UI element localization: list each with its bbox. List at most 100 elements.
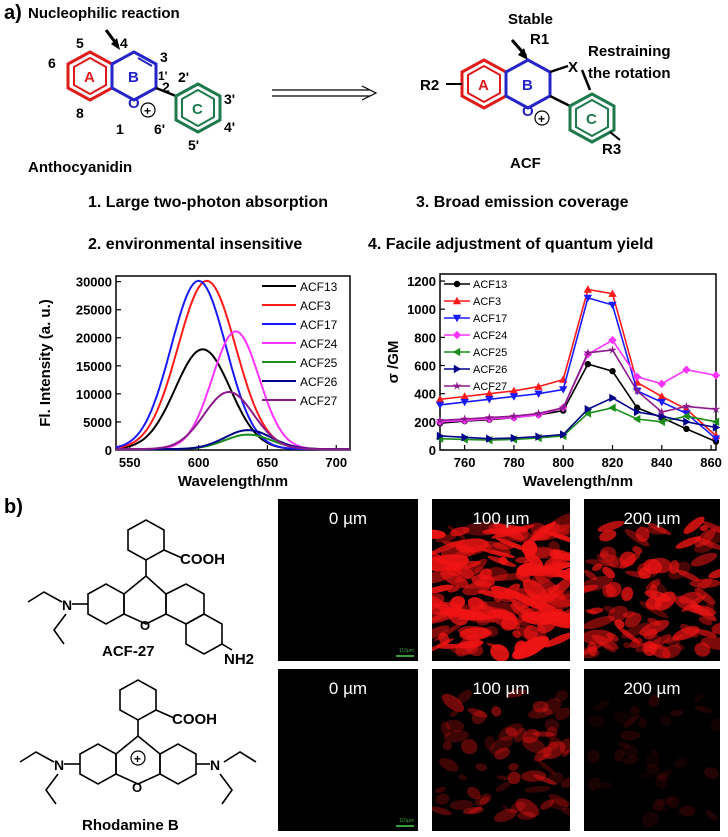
fluorescent-cell — [622, 744, 639, 757]
data-point — [608, 289, 617, 297]
data-point — [436, 431, 445, 441]
data-point — [485, 389, 494, 397]
fluorescent-cell — [602, 566, 616, 579]
fluorescent-cell — [520, 770, 547, 782]
acf27-name: ACF-27 — [102, 643, 155, 660]
fluorescent-cell — [515, 798, 540, 818]
data-point — [657, 392, 666, 400]
fluorescent-cell — [654, 591, 676, 611]
acf27-n: N — [62, 597, 72, 613]
data-point — [632, 386, 642, 395]
fluorescent-cell — [646, 522, 672, 535]
plot-frame — [115, 275, 351, 451]
pos-1: 1 — [116, 121, 124, 137]
series-line-acf27 — [116, 390, 350, 451]
fluorescent-cell — [467, 708, 488, 718]
fluorescent-cell — [522, 728, 540, 744]
x-tick-label: 800 — [552, 455, 574, 470]
acf27-oxygen: O — [140, 618, 150, 633]
data-point — [534, 382, 543, 390]
fluorescent-cell — [545, 567, 562, 577]
fluorescent-cell — [666, 795, 680, 809]
fluorescent-cell — [545, 726, 558, 739]
series-acf27 — [435, 345, 721, 425]
data-point — [609, 393, 617, 403]
data-point — [460, 414, 470, 423]
fluorescent-cell — [512, 630, 521, 638]
fluorescent-cell — [647, 557, 673, 574]
fluorescent-cell — [474, 793, 492, 806]
depth-label: 0 µm — [328, 509, 368, 528]
fluorescent-cell — [532, 774, 557, 785]
fluorescent-cell — [432, 806, 452, 816]
fluorescent-cell — [561, 807, 570, 816]
series-acf17 — [435, 294, 721, 443]
fluorescent-cell — [484, 735, 496, 751]
data-point — [683, 417, 691, 427]
fluorescent-cell — [440, 721, 451, 737]
nucleophilic-reaction-text: Nucleophilic reaction — [28, 5, 180, 22]
acf-oxygen-label: O — [522, 103, 534, 120]
data-point — [452, 296, 462, 305]
scale-bar — [396, 655, 414, 657]
legend-label: ACF27 — [300, 394, 338, 408]
data-point — [452, 314, 462, 323]
fluorescent-cell — [544, 594, 570, 602]
fluorescent-cell — [623, 714, 640, 728]
fluorescent-cell — [538, 760, 556, 775]
fluorescent-cell — [592, 563, 603, 572]
fluorescent-cell — [468, 806, 483, 814]
fluorescent-cell — [623, 642, 632, 649]
fluorescent-cell — [675, 536, 702, 549]
fluorescent-cell — [534, 746, 552, 762]
fluorescent-cell — [493, 808, 517, 823]
series-acf26 — [436, 393, 721, 443]
data-point — [657, 379, 666, 389]
fluorescent-cell — [522, 579, 548, 602]
micro-image-rhodb-1: 100 µm — [432, 669, 570, 831]
fluorescent-cell — [588, 715, 605, 728]
legend-label: ACF3 — [300, 299, 331, 313]
data-point — [510, 433, 519, 443]
fluorescent-cell — [619, 552, 641, 569]
data-point — [608, 345, 617, 354]
fluorescent-cell — [510, 526, 529, 542]
data-point — [657, 417, 665, 427]
data-point — [484, 412, 494, 422]
fluorescent-cell — [498, 723, 524, 741]
rhodb-n-right: N — [210, 757, 220, 773]
acf27-structure: COOH O NH2 N ACF-27 — [27, 519, 254, 668]
x-tick-label: 840 — [651, 455, 673, 470]
fluorescent-cell — [670, 709, 684, 717]
fluorescent-cell — [640, 773, 654, 779]
fluorescent-cell — [645, 752, 660, 768]
depth-label: 100 µm — [472, 679, 530, 698]
fluorescent-cell — [624, 570, 651, 579]
restrain-line1: Restraining — [588, 43, 671, 60]
x-axis-label: Wavelength/nm — [523, 473, 633, 490]
data-point — [559, 386, 568, 394]
fluorescent-cell — [510, 801, 526, 813]
data-point — [657, 398, 666, 407]
fluorescent-cell — [462, 807, 484, 815]
x-tick-label: 550 — [119, 455, 141, 470]
r2-label: R2 — [420, 77, 439, 94]
x-tick-label: 820 — [602, 455, 624, 470]
fluorescent-cell — [478, 600, 488, 610]
fluorescent-cell — [609, 557, 619, 568]
fluorescent-cell — [432, 554, 470, 571]
x-tick-label: 780 — [503, 455, 525, 470]
data-point — [608, 301, 617, 310]
y-tick-label: 25000 — [76, 303, 112, 318]
fluorescent-cell — [539, 612, 570, 619]
fluorescent-cell — [532, 561, 570, 573]
fluorescent-cell — [530, 522, 551, 541]
fluorescent-cell — [432, 584, 454, 595]
fluorescent-cell — [587, 641, 598, 656]
fluorescent-cell — [563, 613, 570, 627]
two-photon-chart: 760 780 800 820 840 860 0 200 400 600 800 1000 1200 W… — [385, 273, 722, 490]
x-tick-label: 860 — [700, 455, 722, 470]
fluorescent-cell — [461, 738, 478, 755]
fluorescent-cell — [703, 767, 719, 779]
fluorescent-cell — [515, 556, 530, 564]
